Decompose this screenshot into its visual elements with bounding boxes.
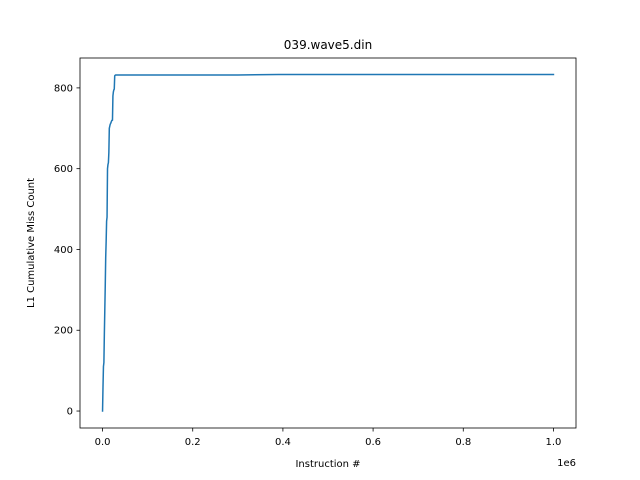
chart-title: 039.wave5.din	[284, 38, 372, 52]
y-tick-label: 400	[54, 245, 73, 256]
y-axis: 0 200 400 600 800	[54, 83, 80, 418]
series-layer	[101, 73, 555, 412]
plot-frame	[79, 57, 577, 429]
x-offset-text: 1e6	[557, 458, 576, 469]
x-tick-label: 1.0	[546, 437, 562, 448]
x-axis: 0.0 0.2 0.4 0.6 0.8 1.0	[95, 428, 562, 448]
x-tick-label: 0.8	[455, 437, 471, 448]
x-tick-label: 0.4	[275, 437, 291, 448]
x-tick-label: 0.2	[185, 437, 201, 448]
plot-background	[80, 58, 576, 428]
y-tick-label: 800	[54, 83, 73, 94]
y-tick-label: 200	[54, 326, 73, 337]
plot-area: 0.0 0.2 0.4 0.6 0.8 1.0 0 200 400 600 800	[54, 57, 577, 448]
x-tick-label: 0.6	[365, 437, 381, 448]
y-tick-label: 600	[54, 164, 73, 175]
y-axis-label: L1 Cumulative Miss Count	[26, 178, 37, 308]
x-tick-label: 0.0	[95, 437, 111, 448]
x-axis-label: Instruction #	[295, 459, 360, 470]
series-line	[101, 73, 555, 412]
y-tick-label: 0	[67, 407, 73, 418]
